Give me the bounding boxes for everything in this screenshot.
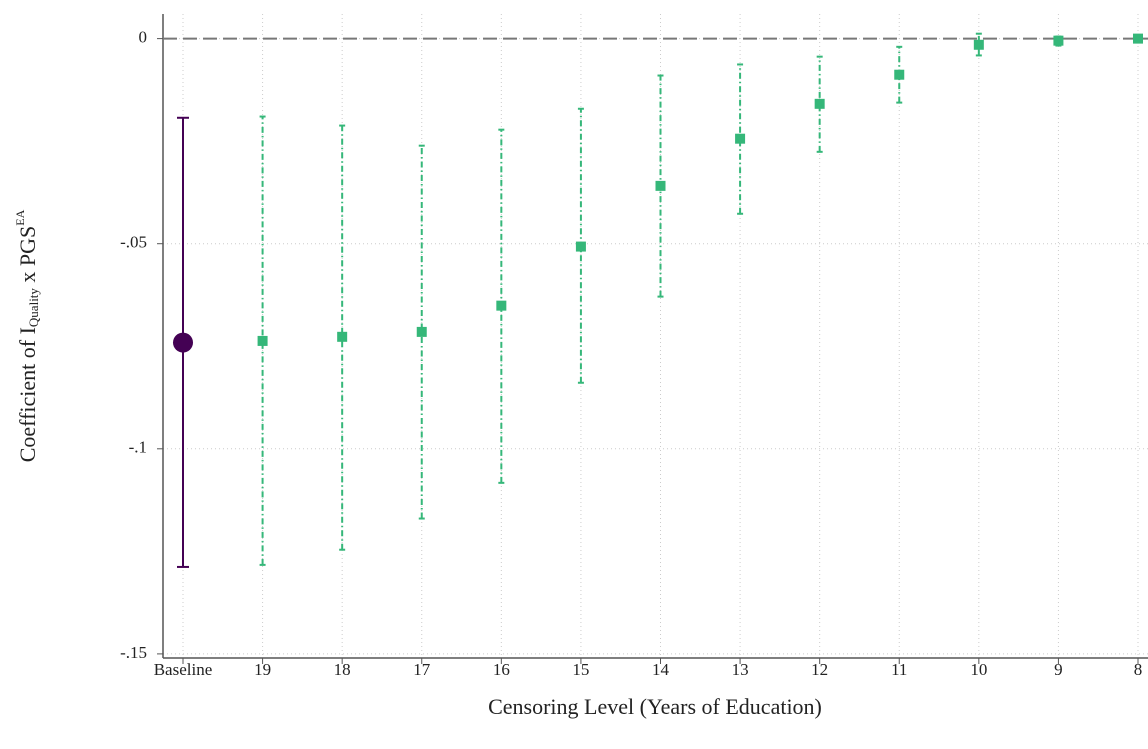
- point: [496, 300, 507, 311]
- y-title-sup: EA: [13, 209, 27, 225]
- point: [1133, 33, 1143, 44]
- x-tick-label: 14: [652, 660, 670, 679]
- point: [173, 332, 193, 353]
- x-tick-label: 13: [732, 660, 749, 679]
- x-tick-label: 15: [572, 660, 589, 679]
- point: [814, 98, 825, 109]
- x-axis-title: Censoring Level (Years of Education): [488, 694, 822, 719]
- y-tick-label: 0: [139, 28, 148, 47]
- x-tick-label: 9: [1054, 660, 1063, 679]
- x-tick-label: Baseline: [154, 660, 213, 679]
- x-tick-label: 11: [891, 660, 907, 679]
- point: [575, 241, 586, 252]
- point: [416, 326, 427, 337]
- x-tick-label: 18: [334, 660, 351, 679]
- y-axis-title: Coefficient of IQuality x PGSEA: [13, 209, 41, 462]
- x-tick-label: 8: [1134, 660, 1143, 679]
- y-tick-label: -.1: [129, 438, 147, 457]
- point: [894, 69, 905, 80]
- point: [973, 39, 984, 50]
- x-tick-label: 12: [811, 660, 828, 679]
- point: [337, 331, 348, 342]
- x-tick-label: 16: [493, 660, 510, 679]
- x-tick-label: 10: [970, 660, 987, 679]
- y-title-sub: Quality: [26, 288, 41, 327]
- point: [655, 180, 666, 191]
- point: [735, 133, 746, 144]
- x-tick-label: 19: [254, 660, 271, 679]
- x-tick-label: 17: [413, 660, 431, 679]
- y-tick-label: -.05: [120, 233, 147, 252]
- y-title-part: Coefficient of I: [15, 327, 40, 462]
- y-tick-label: -.15: [120, 643, 147, 662]
- y-title-part: x PGS: [15, 226, 40, 288]
- point: [1053, 35, 1064, 46]
- point: [257, 335, 268, 346]
